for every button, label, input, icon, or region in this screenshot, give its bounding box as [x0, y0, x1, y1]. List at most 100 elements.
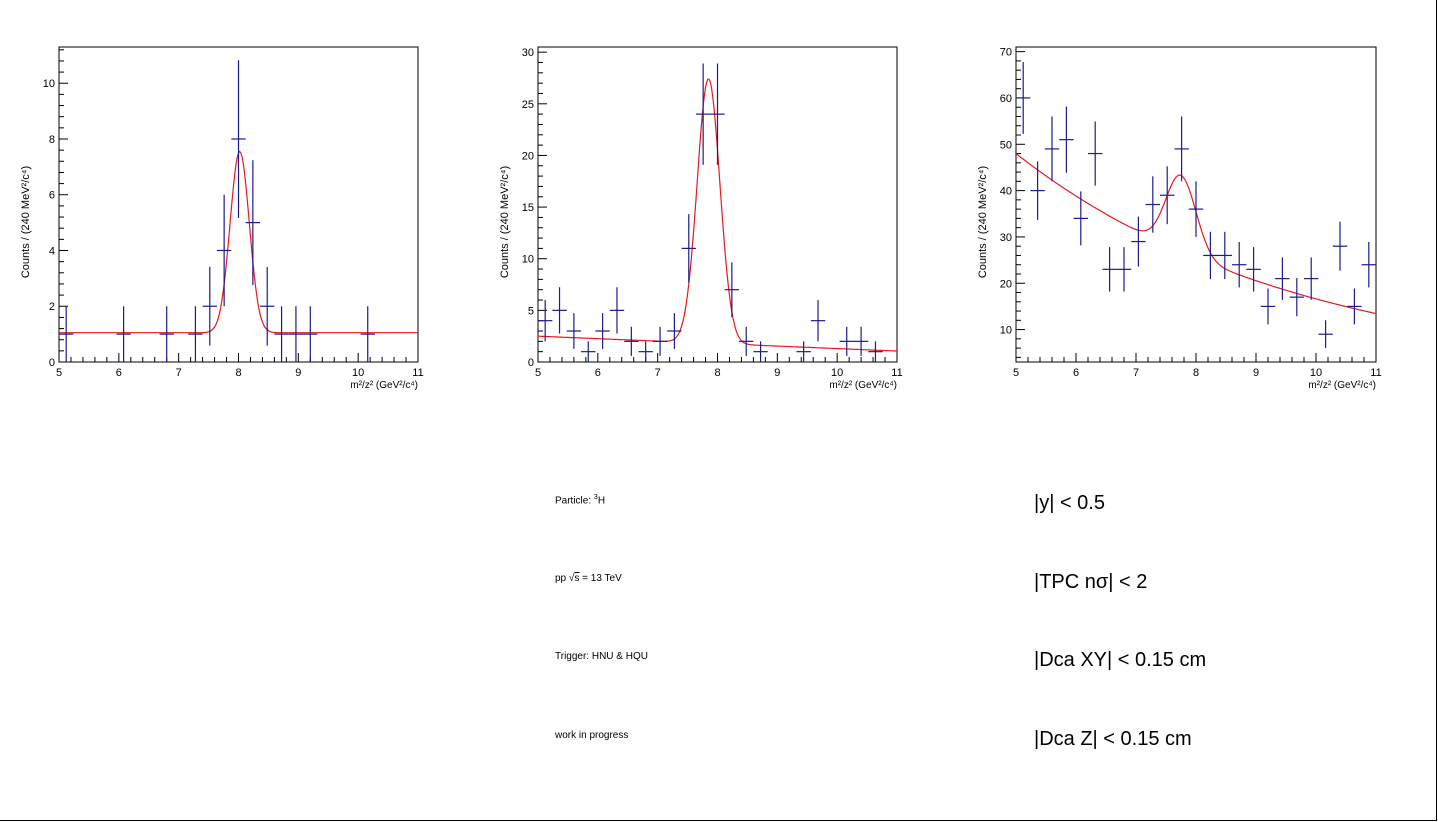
y-tick-label: 0: [49, 357, 55, 369]
y-axis-title: Counts / (240 MeV²/c⁴): [20, 166, 32, 278]
data-point: [1059, 106, 1074, 173]
y-tick-label: 25: [522, 99, 534, 111]
x-tick-label: 5: [1013, 367, 1019, 379]
data-point: [231, 60, 246, 218]
particle-label: Particle: 3H: [555, 494, 606, 507]
cut-dca-z: |Dca Z| < 0.15 cm: [1034, 728, 1192, 750]
energy-label: pp √s = 13 TeV: [555, 573, 622, 584]
x-tick-label: 7: [655, 367, 661, 379]
data-point: [538, 300, 553, 342]
data-point: [868, 341, 883, 362]
data-point: [1145, 176, 1160, 233]
data-point: [853, 326, 869, 356]
x-tick-label: 9: [774, 367, 780, 379]
y-tick-label: 5: [528, 305, 534, 317]
x-tick-label: 9: [295, 367, 301, 379]
x-tick-label: 11: [891, 367, 902, 379]
x-tick-label: 10: [831, 367, 843, 379]
data-point: [274, 306, 289, 362]
x-tick-label: 8: [714, 367, 720, 379]
data-point: [188, 306, 203, 362]
y-tick-label: 0: [528, 357, 534, 369]
data-point: [202, 266, 217, 346]
data-point: [303, 306, 318, 362]
x-tick-label: 5: [535, 367, 541, 379]
x-tick-label: 5: [56, 367, 62, 379]
data-point: [245, 160, 261, 286]
y-tick-label: 4: [49, 245, 55, 257]
status-label: work in progress: [555, 730, 629, 741]
x-tick-label: 6: [1073, 367, 1079, 379]
x-tick-label: 11: [1370, 367, 1381, 379]
data-point: [552, 287, 567, 334]
data-point: [624, 326, 639, 356]
x-tick-label: 8: [235, 367, 241, 379]
data-point: [1332, 221, 1348, 271]
y-tick-label: 2: [49, 301, 55, 313]
data-point: [1016, 62, 1031, 134]
y-tick-label: 10: [1000, 325, 1012, 337]
data-point: [1347, 288, 1362, 325]
data-point: [116, 306, 131, 362]
data-point: [59, 306, 74, 362]
data-point: [810, 300, 826, 342]
x-tick-label: 6: [595, 367, 601, 379]
data-point: [638, 341, 653, 362]
data-point: [360, 306, 375, 362]
y-tick-label: 10: [522, 254, 534, 266]
cut-tpc-nsigma: |TPC nσ| < 2: [1034, 571, 1148, 593]
x-tick-label: 8: [1193, 367, 1199, 379]
data-point: [581, 341, 596, 362]
data-point: [1361, 242, 1376, 288]
y-tick-label: 40: [1000, 186, 1012, 198]
data-point: [1188, 181, 1204, 237]
y-tick-label: 70: [1000, 47, 1012, 59]
data-point: [1030, 161, 1045, 220]
x-tick-label: 10: [1310, 367, 1322, 379]
y-tick-label: 8: [49, 134, 55, 146]
data-point: [1131, 216, 1146, 267]
data-point: [839, 326, 854, 356]
trigger-label: Trigger: HNU & HQU: [555, 651, 648, 662]
data-point: [159, 306, 174, 362]
data-point: [710, 63, 725, 165]
data-point: [1318, 320, 1333, 349]
x-tick-label: 7: [1133, 367, 1139, 379]
data-point: [260, 266, 275, 346]
data-point: [609, 287, 625, 334]
data-point: [1203, 231, 1218, 280]
data-point: [1275, 257, 1290, 300]
y-tick-label: 6: [49, 190, 55, 202]
data-point: [288, 306, 304, 362]
y-tick-label: 50: [1000, 139, 1012, 151]
y-tick-label: 60: [1000, 93, 1012, 105]
x-tick-label: 7: [176, 367, 182, 379]
data-point: [1174, 116, 1189, 182]
y-tick-label: 20: [522, 150, 534, 162]
data-point: [1088, 121, 1103, 186]
data-point: [1073, 191, 1088, 246]
x-tick-label: 9: [1253, 367, 1259, 379]
data-point: [1260, 288, 1276, 325]
data-point: [1232, 242, 1247, 288]
data-point: [796, 341, 811, 362]
data-point: [566, 313, 582, 349]
data-point: [652, 326, 668, 356]
y-tick-label: 20: [1000, 278, 1012, 290]
y-axis-title: Counts / (240 MeV²/c⁴): [977, 166, 989, 278]
data-point: [1160, 166, 1175, 225]
y-axis-title: Counts / (240 MeV²/c⁴): [499, 166, 511, 278]
data-point: [216, 194, 232, 307]
data-point: [1044, 116, 1060, 182]
data-point: [1102, 247, 1117, 292]
data-point: [753, 341, 768, 362]
x-axis-title: m²/z² (GeV²/c⁴): [829, 380, 897, 391]
data-point: [739, 326, 754, 356]
data-point: [595, 313, 610, 349]
y-tick-label: 30: [1000, 232, 1012, 244]
x-tick-label: 6: [116, 367, 122, 379]
data-point: [1304, 257, 1319, 300]
x-axis-title: m²/z² (GeV²/c⁴): [350, 380, 418, 391]
